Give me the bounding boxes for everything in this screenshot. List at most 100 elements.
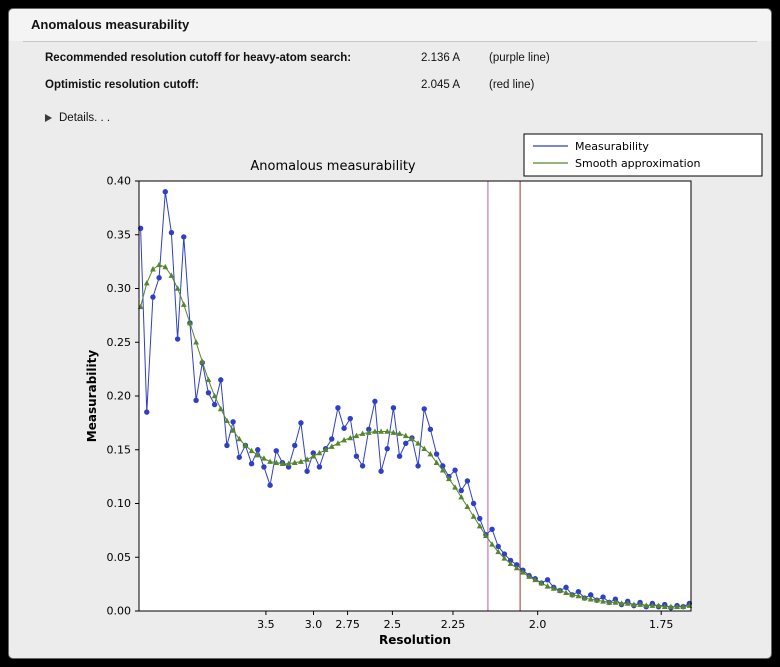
anomalous-measurability-panel: Anomalous measurability Recommended reso…: [8, 8, 772, 659]
marker-circle: [150, 294, 156, 300]
x-tick-label: 2.25: [441, 618, 466, 631]
marker-triangle: [254, 452, 261, 458]
marker-triangle: [587, 596, 594, 602]
marker-triangle: [415, 440, 421, 446]
marker-circle: [588, 592, 594, 598]
marker-circle: [501, 551, 508, 557]
marker-circle: [316, 464, 323, 470]
marker-triangle: [347, 434, 354, 441]
marker-circle: [415, 463, 421, 469]
details-toggle[interactable]: Details. . .: [45, 110, 110, 126]
x-axis-label: Resolution: [379, 633, 451, 647]
marker-triangle: [680, 603, 687, 609]
marker-triangle: [162, 263, 169, 270]
marker-circle: [514, 562, 520, 568]
marker-triangle: [476, 522, 483, 529]
marker-circle: [218, 377, 224, 383]
marker-triangle: [427, 450, 434, 457]
marker-triangle: [378, 428, 384, 434]
marker-triangle: [569, 591, 576, 598]
marker-triangle: [649, 602, 656, 608]
marker-triangle: [236, 435, 243, 442]
marker-triangle: [513, 564, 520, 571]
marker-triangle: [575, 592, 582, 599]
marker-triangle: [193, 339, 200, 345]
marker-circle: [600, 594, 606, 600]
y-tick-label: 0.05: [107, 551, 132, 564]
marker-circle: [162, 189, 168, 195]
marker-circle: [168, 229, 175, 236]
panel-header-band: [9, 9, 771, 41]
marker-triangle: [526, 573, 532, 579]
marker-triangle: [433, 459, 440, 465]
marker-triangle: [557, 587, 563, 593]
marker-triangle: [341, 436, 347, 443]
marker-circle: [378, 468, 384, 474]
marker-circle: [205, 390, 212, 396]
chart-svg: 3.5 3.0 2.75 2.5 2.25 2.0 1.75 0.00 0.05 0.10 0.15…: [85, 133, 763, 647]
y-tick-label: 0.10: [107, 497, 132, 510]
marker-triangle: [180, 301, 187, 307]
marker-triangle: [279, 460, 286, 467]
marker-triangle: [520, 569, 526, 575]
recommended-cutoff-note: (purple line): [489, 52, 550, 64]
marker-circle: [341, 425, 347, 431]
marker-circle: [359, 463, 366, 469]
marker-circle: [304, 468, 310, 474]
recommended-cutoff-label: Recommended resolution cutoff for heavy-…: [45, 52, 352, 64]
marker-triangle: [150, 266, 156, 272]
marker-circle: [489, 526, 495, 532]
marker-triangle: [205, 376, 212, 383]
marker-triangle: [211, 392, 218, 399]
marker-triangle: [335, 440, 341, 446]
marker-circle: [384, 445, 390, 452]
legend-box: [523, 133, 763, 177]
marker-triangle: [291, 459, 298, 465]
recommended-cutoff-value: 2.136 A: [421, 52, 461, 64]
x-tick-label: 3.5: [257, 618, 275, 631]
marker-circle: [477, 515, 483, 522]
marker-circle: [372, 398, 378, 405]
marker-circle: [298, 420, 304, 426]
marker-triangle: [322, 446, 329, 453]
marker-triangle: [298, 458, 304, 464]
marker-triangle: [187, 319, 193, 326]
marker-triangle: [372, 428, 378, 434]
marker-circle: [464, 478, 471, 484]
marker-circle: [193, 397, 199, 403]
marker-triangle: [261, 455, 267, 461]
optimistic-cutoff-value: 2.045 A: [421, 79, 461, 91]
x-tick-label: 1.75: [649, 618, 674, 631]
marker-circle: [273, 448, 279, 454]
marker-circle: [335, 405, 341, 411]
marker-triangle: [328, 443, 335, 449]
y-tick-label: 0.30: [107, 282, 132, 295]
marker-circle: [181, 234, 187, 240]
y-tick-label: 0.20: [107, 390, 132, 403]
marker-circle: [329, 436, 335, 442]
marker-triangle: [618, 600, 625, 606]
marker-triangle: [242, 442, 249, 448]
legend-label: Smooth approximation: [575, 157, 700, 170]
marker-circle: [421, 406, 427, 412]
marker-circle: [255, 447, 261, 453]
marker-triangle: [624, 600, 631, 606]
marker-triangle: [384, 428, 391, 434]
marker-triangle: [409, 435, 415, 442]
marker-circle: [236, 454, 242, 460]
details-label: Details. . .: [59, 112, 111, 124]
marker-triangle: [495, 548, 502, 555]
marker-circle: [224, 442, 230, 449]
marker-triangle: [267, 458, 273, 464]
marker-triangle: [661, 603, 668, 609]
y-tick-label: 0.25: [107, 336, 132, 349]
marker-triangle: [168, 272, 175, 278]
marker-circle: [427, 426, 434, 433]
x-tick-label: 2.5: [384, 618, 402, 631]
marker-circle: [292, 442, 298, 449]
optimistic-cutoff-label: Optimistic resolution cutoff:: [45, 79, 199, 91]
plot-area: [139, 181, 691, 611]
marker-circle: [156, 275, 162, 281]
marker-circle: [470, 500, 477, 507]
marker-triangle: [507, 560, 514, 566]
